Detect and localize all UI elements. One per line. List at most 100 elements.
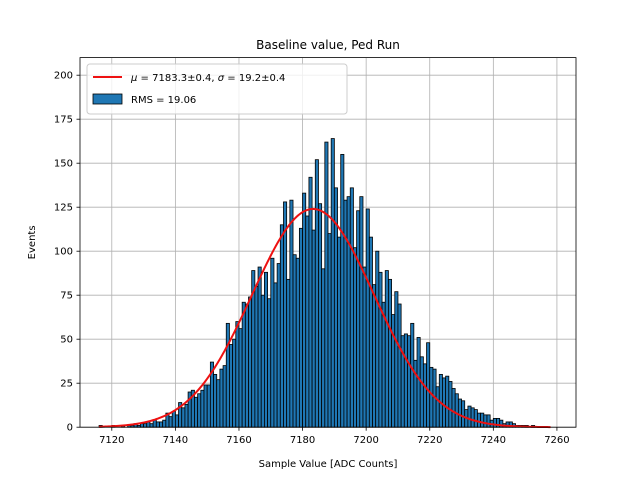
histogram-bar (254, 285, 259, 428)
histogram-bar (298, 227, 303, 428)
histogram-bar (314, 159, 319, 428)
histogram-bar (276, 263, 281, 428)
histogram-bar (286, 278, 291, 428)
histogram-bar (356, 210, 361, 428)
histogram-bar (260, 294, 265, 428)
histogram-bar (410, 322, 415, 428)
histogram-bar (279, 224, 284, 428)
histogram-bar (302, 192, 307, 428)
histogram-bar (327, 233, 332, 428)
histogram-bar (407, 335, 412, 428)
legend-fit-label: μ = 7183.3±0.4, σ = 19.2±0.4 (130, 73, 285, 84)
histogram-bar (235, 321, 240, 428)
histogram-bar (324, 141, 329, 428)
histogram-bar (216, 379, 221, 428)
histogram-bar (480, 412, 485, 428)
histogram-bar (365, 208, 370, 428)
histogram-bar (197, 393, 202, 428)
histogram-bars (98, 138, 536, 428)
plot-frame (79, 57, 577, 428)
histogram-bar (140, 423, 144, 428)
histogram-bar (225, 322, 230, 428)
histogram-bar (229, 344, 234, 428)
histogram-bar (241, 301, 246, 428)
histogram-bar (289, 199, 294, 428)
histogram-bar (159, 421, 164, 428)
histogram-bar (346, 196, 351, 428)
histogram-bar (483, 414, 488, 428)
histogram-bar (359, 196, 364, 428)
histogram-bar (429, 366, 434, 428)
histogram-bar (445, 375, 450, 428)
histogram-bar (257, 266, 262, 428)
histogram-bar (454, 393, 459, 428)
histogram-bar (451, 388, 456, 428)
y-tick-label: 200 (54, 71, 73, 82)
histogram-bar (174, 414, 179, 428)
histogram-bar (340, 153, 345, 428)
histogram-bar (435, 386, 440, 428)
histogram-bar (238, 328, 243, 428)
histogram-bar (492, 417, 497, 428)
histogram-bar (349, 187, 354, 428)
histogram-bar (200, 389, 205, 428)
x-tick-label: 7140 (163, 435, 188, 446)
y-tick-label: 150 (54, 159, 73, 170)
histogram-bar (368, 236, 373, 428)
x-tick-label: 7260 (544, 435, 569, 446)
histogram-bar (194, 396, 199, 428)
histogram-bar (308, 176, 313, 428)
legend-sigma-value: 19.2±0.4 (239, 73, 286, 84)
histogram-bar (477, 412, 482, 428)
x-tick-label: 7180 (290, 435, 315, 446)
histogram-bar (448, 381, 453, 428)
histogram-bar (381, 301, 386, 428)
legend-mu-value: 7183.3±0.4 (152, 73, 211, 84)
histogram-bar (181, 407, 186, 428)
histogram-bar (470, 407, 475, 428)
histogram-bar (467, 405, 472, 428)
y-tick-label: 25 (60, 379, 73, 390)
y-axis-label: Events (27, 225, 38, 259)
x-axis-label: Sample Value [ADC Counts] (259, 459, 398, 470)
histogram-bar (330, 138, 335, 428)
histogram-bar (273, 282, 278, 428)
histogram-bar (248, 296, 253, 428)
x-tick-label: 7220 (417, 435, 442, 446)
histogram-bar (362, 266, 367, 428)
histogram-bar (270, 257, 275, 428)
y-tick-label: 0 (67, 423, 73, 434)
histogram-bar (442, 377, 447, 428)
y-tick-label: 175 (54, 115, 73, 126)
histogram-bar (168, 416, 173, 428)
histogram-bar (384, 270, 389, 428)
x-tick-label: 7120 (99, 435, 124, 446)
histogram-bar (397, 303, 402, 428)
histogram-bar (321, 268, 326, 428)
histogram-bar (457, 398, 462, 428)
histogram-bar (213, 373, 218, 428)
histogram-bar (171, 410, 176, 428)
histogram-bar (372, 284, 377, 428)
histogram-bar (486, 414, 491, 428)
histogram-bar (416, 337, 421, 428)
histogram-bar (337, 236, 342, 428)
histogram-bar (232, 338, 237, 428)
histogram-bar (244, 303, 249, 428)
x-axis-ticks: 7120 7140 7160 7180 7200 7220 7240 7260 (99, 427, 570, 446)
histogram-bar (149, 423, 154, 428)
histogram-bar (378, 271, 383, 428)
chart-title: Baseline value, Ped Run (256, 38, 400, 52)
histogram-bar (267, 298, 272, 428)
legend-histogram-label: RMS = 19.06 (131, 95, 196, 106)
histogram-bar (219, 368, 224, 428)
histogram-bar (318, 203, 323, 428)
x-tick-label: 7160 (226, 435, 251, 446)
gaussian-fit-line (99, 207, 551, 429)
histogram-bar (295, 257, 300, 428)
histogram-bar (283, 201, 288, 428)
x-tick-label: 7200 (353, 435, 378, 446)
histogram-bar (162, 419, 167, 428)
histogram-bar (264, 271, 268, 428)
